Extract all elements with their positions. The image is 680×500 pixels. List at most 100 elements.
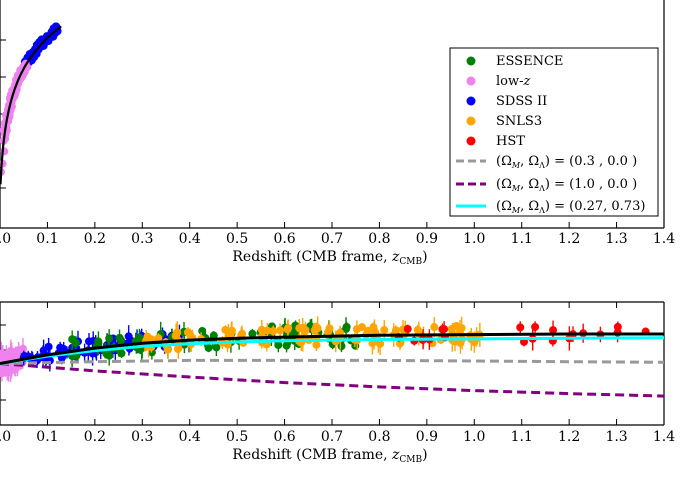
legend-label-m1: (ΩM, ΩΛ) = (0.3 , 0.0 ) (496, 154, 637, 170)
bottom-x-tick-label: 1.4 (653, 429, 675, 445)
legend-label-lowz: low-z (496, 74, 531, 89)
bottom-data-point (284, 323, 293, 332)
legend: ESSENCE low-z SDSS II SNLS3 HST (ΩM, ΩΛ)… (449, 47, 659, 217)
bottom-data-point (10, 364, 19, 373)
bottom-data-point (209, 331, 218, 340)
top-x-tick-label: 0.7 (321, 231, 343, 247)
legend-marker-sdss (466, 96, 476, 106)
bottom-x-ticks: 0.0 0.1 0.2 0.3 0.4 0.5 0.6 0.7 0.8 0.9 1.0 1.1 1.2 1… (0, 302, 675, 445)
bottom-data-point (263, 326, 272, 335)
top-x-tick-label: 1.3 (605, 231, 627, 247)
bottom-data-point (173, 328, 182, 337)
bottom-x-axis-label: Redshift (CMB frame, zCMB) (232, 447, 427, 465)
bottom-model-line (0, 358, 665, 365)
bottom-data-point (276, 326, 285, 335)
bottom-data-point (85, 337, 94, 346)
bottom-data-point (376, 339, 385, 348)
top-x-tick-label: 0.2 (84, 231, 106, 247)
bottom-data-point (342, 322, 351, 331)
legend-marker-lowz (466, 76, 476, 86)
bottom-x-tick-label: 0.3 (131, 429, 153, 445)
top-x-tick-label: 0.1 (36, 231, 58, 247)
bottom-data-point (295, 324, 304, 333)
bottom-data-point (337, 342, 346, 351)
legend-label-m3: (ΩM, ΩΛ) = (0.27, 0.73) (496, 199, 645, 215)
bottom-data-point (380, 325, 389, 334)
top-data-point (53, 26, 62, 36)
bottom-x-tick-label: 1.2 (558, 429, 580, 445)
bottom-data-point (102, 349, 111, 358)
legend-marker-hst (466, 136, 476, 146)
bottom-data-point (440, 325, 449, 334)
top-x-tick-label: 0.3 (131, 231, 153, 247)
bottom-data-point (352, 325, 361, 334)
top-panel: 0.0 0.1 0.2 0.3 0.4 0.5 0.6 0.7 0.8 0.9 1.0 1.1 1.2 1… (0, 0, 675, 247)
bottom-x-tick-label: 0.4 (179, 429, 201, 445)
bottom-data-point (117, 349, 126, 358)
bottom-data-point (204, 343, 213, 352)
bottom-data-point (94, 337, 103, 346)
bottom-x-tick-label: 0.9 (416, 429, 438, 445)
top-x-tick-label: 0.5 (226, 231, 248, 247)
legend-label-m2: (ΩM, ΩΛ) = (1.0 , 0.0 ) (496, 177, 637, 193)
bottom-data-point (248, 329, 257, 338)
bottom-data-point (363, 326, 372, 335)
bottom-data-point (212, 343, 221, 352)
bottom-x-tick-label: 0.6 (273, 429, 295, 445)
top-x-tick-label: 1.4 (653, 231, 675, 247)
top-x-tick-label: 1.1 (511, 231, 533, 247)
legend-label-essence: ESSENCE (496, 54, 563, 69)
bottom-x-tick-label: 0.2 (84, 429, 106, 445)
bottom-x-tick-label: 1.1 (511, 429, 533, 445)
bottom-data-point (221, 325, 230, 334)
top-x-tick-label: 0.8 (368, 231, 390, 247)
legend-marker-snls (466, 116, 476, 126)
bottom-model-curves (0, 332, 665, 398)
top-model-curve (0, 25, 62, 185)
legend-label-sdss: SDSS II (496, 94, 547, 109)
bottom-data-point (68, 335, 77, 344)
bottom-data-point (391, 326, 400, 335)
bottom-model-line (0, 332, 664, 365)
bottom-data-point (269, 327, 278, 336)
bottom-data-point (403, 324, 412, 333)
bottom-data-point (227, 326, 236, 335)
bottom-data-point (14, 346, 23, 355)
top-x-tick-label: 0.0 (0, 231, 11, 247)
bottom-data-point (549, 326, 558, 335)
top-x-tick-label: 0.6 (273, 231, 295, 247)
bottom-x-tick-label: 1.3 (605, 429, 627, 445)
legend-label-hst: HST (496, 134, 525, 149)
bottom-data-point (516, 323, 525, 332)
bottom-model-line (0, 336, 665, 365)
bottom-data-point (105, 334, 114, 343)
bottom-model-line (0, 362, 665, 398)
bottom-panel: 0.0 0.1 0.2 0.3 0.4 0.5 0.6 0.7 0.8 0.9 1.0 1.1 1.2 1… (0, 301, 675, 445)
bottom-x-tick-label: 0.7 (321, 429, 343, 445)
bottom-x-tick-label: 0.0 (0, 429, 11, 445)
bottom-data-point (301, 326, 310, 335)
top-x-tick-label: 0.9 (416, 231, 438, 247)
bottom-data-point (430, 323, 439, 332)
top-x-tick-label: 1.2 (558, 231, 580, 247)
bottom-data-point (198, 327, 207, 336)
bottom-data-point (183, 328, 192, 337)
bottom-data-point (613, 322, 622, 331)
top-x-ticks: 0.0 0.1 0.2 0.3 0.4 0.5 0.6 0.7 0.8 0.9 1.0 1.1 1.2 1… (0, 222, 675, 247)
bottom-data-point (6, 346, 15, 355)
bottom-data-point (325, 324, 334, 333)
legend-box (449, 47, 659, 217)
legend-label-snls: SNLS3 (496, 114, 542, 129)
bottom-x-tick-label: 0.5 (226, 429, 248, 445)
bottom-data-point (44, 342, 53, 351)
bottom-data-point (312, 322, 321, 331)
top-x-axis-label: Redshift (CMB frame, zCMB) (232, 249, 427, 267)
top-points (0, 22, 62, 176)
bottom-data-point (312, 340, 321, 349)
bottom-data-point (154, 334, 163, 343)
bottom-x-tick-label: 0.8 (368, 429, 390, 445)
top-x-tick-label: 0.4 (179, 231, 201, 247)
bottom-data-point (0, 350, 7, 359)
legend-marker-essence (466, 56, 476, 66)
